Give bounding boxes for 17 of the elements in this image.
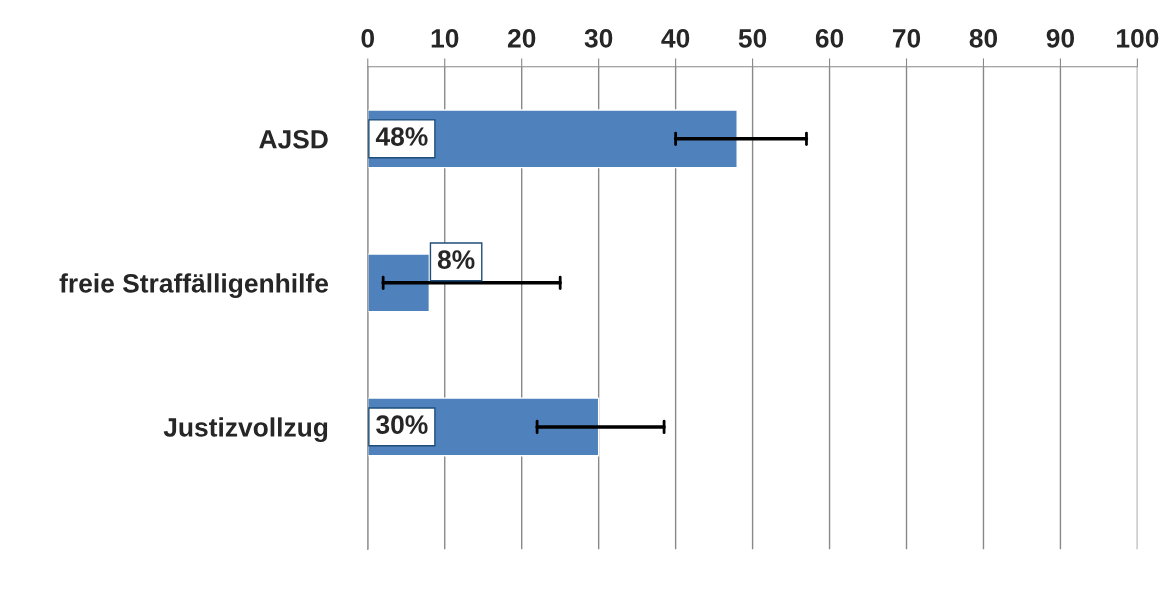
x-tick-label: 20 [507,28,536,48]
x-tick-label: 0 [361,28,375,48]
x-tick-label: 70 [892,28,921,48]
x-tick-label: 10 [431,28,459,48]
y-tick-label: AJSD [259,129,328,149]
x-tick-label: 80 [969,28,998,48]
data-label: 8% [437,250,475,269]
y-tick-label: Justizvollzug [163,417,328,443]
x-tick-label: 90 [1046,28,1075,48]
x-tick-label: 40 [661,28,690,48]
x-tick-label: 30 [584,28,613,48]
data-label: 48% [375,127,428,146]
x-tick-label: 50 [738,28,767,48]
y-tick-label: freie Straffälligenhilfe [59,273,328,298]
x-tick-label: 100 [1117,28,1159,48]
data-label: 30% [376,415,428,435]
x-tick-label: 60 [815,28,844,48]
